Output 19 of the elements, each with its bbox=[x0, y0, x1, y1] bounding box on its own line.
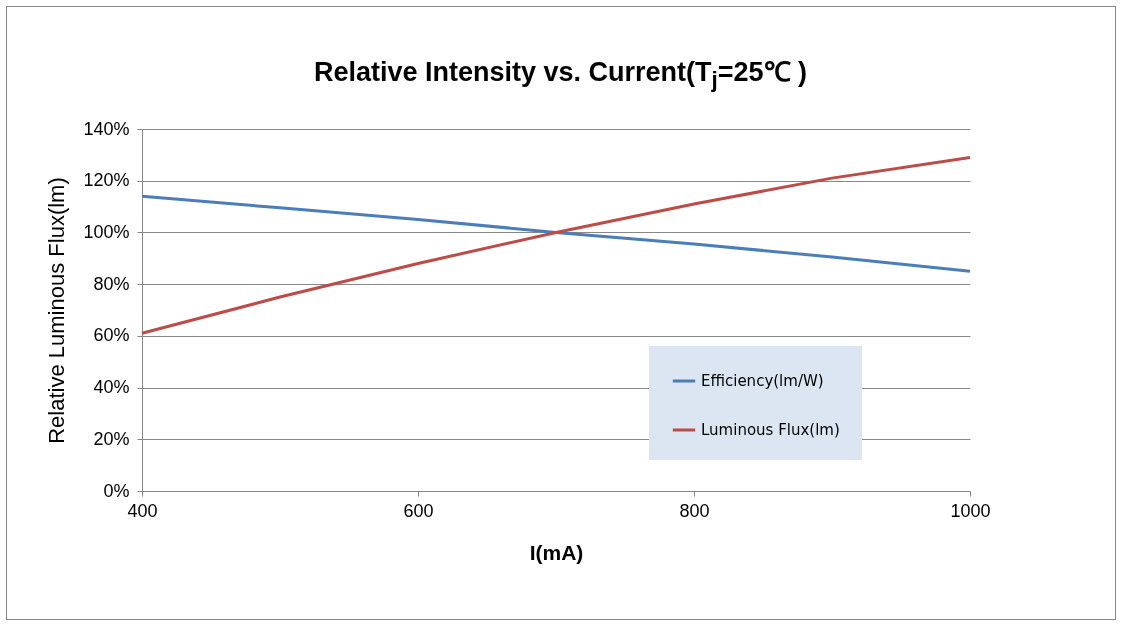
legend-label: Efficiency(lm/W) bbox=[701, 372, 824, 390]
x-tick-label: 1000 bbox=[950, 500, 991, 521]
y-tick-label: 20% bbox=[93, 428, 130, 449]
y-axis-title: Relative Luminous Flux(lm) bbox=[44, 177, 70, 444]
y-tick-label: 140% bbox=[83, 118, 130, 139]
x-tick-label: 400 bbox=[127, 500, 158, 521]
y-tick-label: 120% bbox=[83, 170, 130, 191]
line-series bbox=[140, 155, 972, 335]
x-axis-title: I(mA) bbox=[529, 540, 584, 564]
x-tick-label: 800 bbox=[679, 500, 710, 521]
line-series bbox=[140, 194, 972, 273]
x-tick-label: 600 bbox=[403, 500, 434, 521]
y-tick-label: 40% bbox=[93, 377, 130, 398]
legend-label: Luminous Flux(lm) bbox=[701, 421, 840, 439]
y-tick-label: 0% bbox=[103, 480, 130, 501]
y-tick-label: 60% bbox=[93, 325, 130, 346]
y-tick-label: 80% bbox=[93, 273, 130, 294]
chart-title: Relative Intensity vs. Current(T$_{j}$=25℃ ) bbox=[312, 56, 809, 94]
y-tick-label: 100% bbox=[83, 221, 130, 242]
